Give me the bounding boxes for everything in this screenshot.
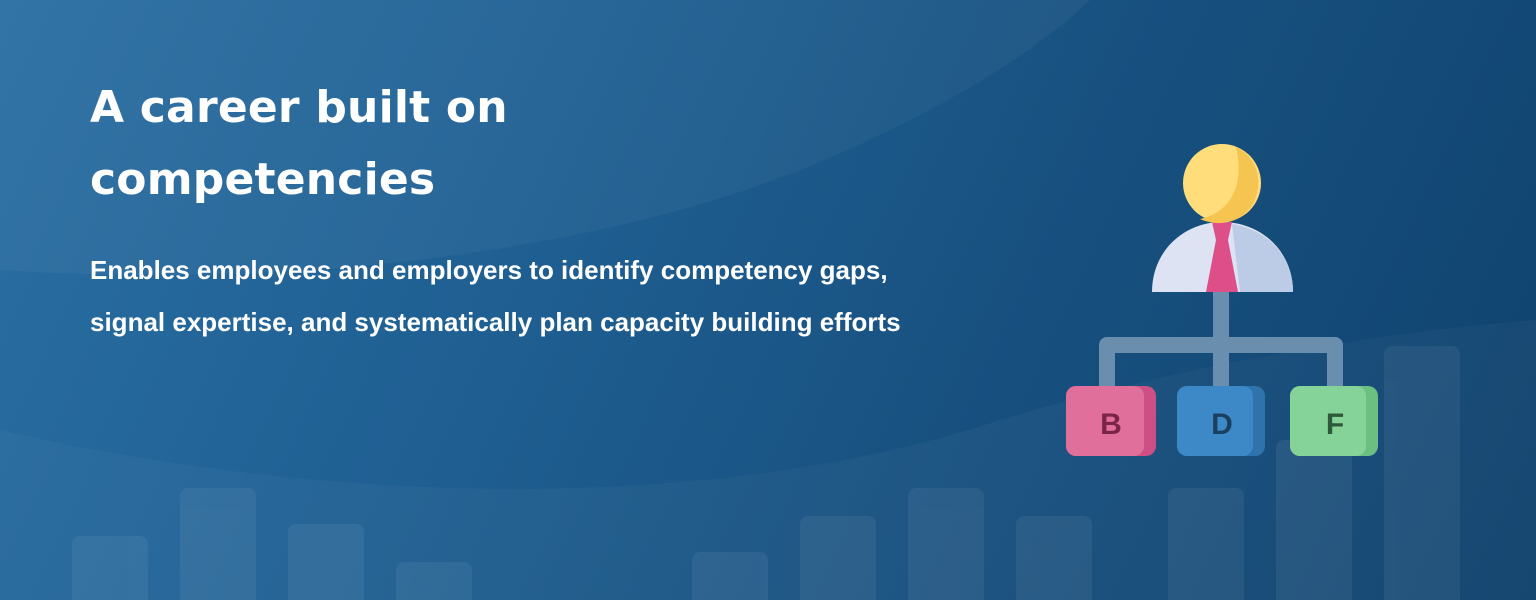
background-wave (0, 0, 1090, 276)
background-bar (692, 552, 768, 600)
person-icon (1152, 144, 1293, 292)
background-bar (396, 562, 472, 600)
title-line-1: A career built on (90, 82, 508, 133)
subtitle-line-1: Enables employees and employers to ident… (90, 255, 888, 285)
node-b: B (1066, 386, 1156, 456)
background-bar (72, 536, 148, 600)
background-bar (1384, 346, 1460, 600)
org-chart-icon: B D F (1066, 144, 1378, 456)
node-d: D (1177, 386, 1265, 456)
page-title: A career built on competencies (90, 72, 690, 216)
tie-icon (1206, 222, 1238, 292)
page-subtitle: Enables employees and employers to ident… (90, 244, 1050, 348)
background-bar (1016, 516, 1092, 600)
title-line-2: competencies (90, 154, 436, 205)
connector-lines (1099, 290, 1343, 398)
node-f: F (1290, 386, 1378, 456)
background-bar (1276, 440, 1352, 600)
background-bar (800, 516, 876, 600)
background-bar (908, 488, 984, 600)
subtitle-line-2: signal expertise, and systematically pla… (90, 307, 901, 337)
person-body-shade (1232, 224, 1293, 292)
background-bar (1168, 488, 1244, 600)
node-f-label: F (1326, 408, 1344, 441)
background-bars (72, 346, 1460, 600)
node-b-label: B (1100, 408, 1122, 441)
background-bar (288, 524, 364, 600)
node-d-label: D (1211, 408, 1233, 441)
background-bar (180, 488, 256, 600)
person-head-shade (1200, 147, 1259, 224)
